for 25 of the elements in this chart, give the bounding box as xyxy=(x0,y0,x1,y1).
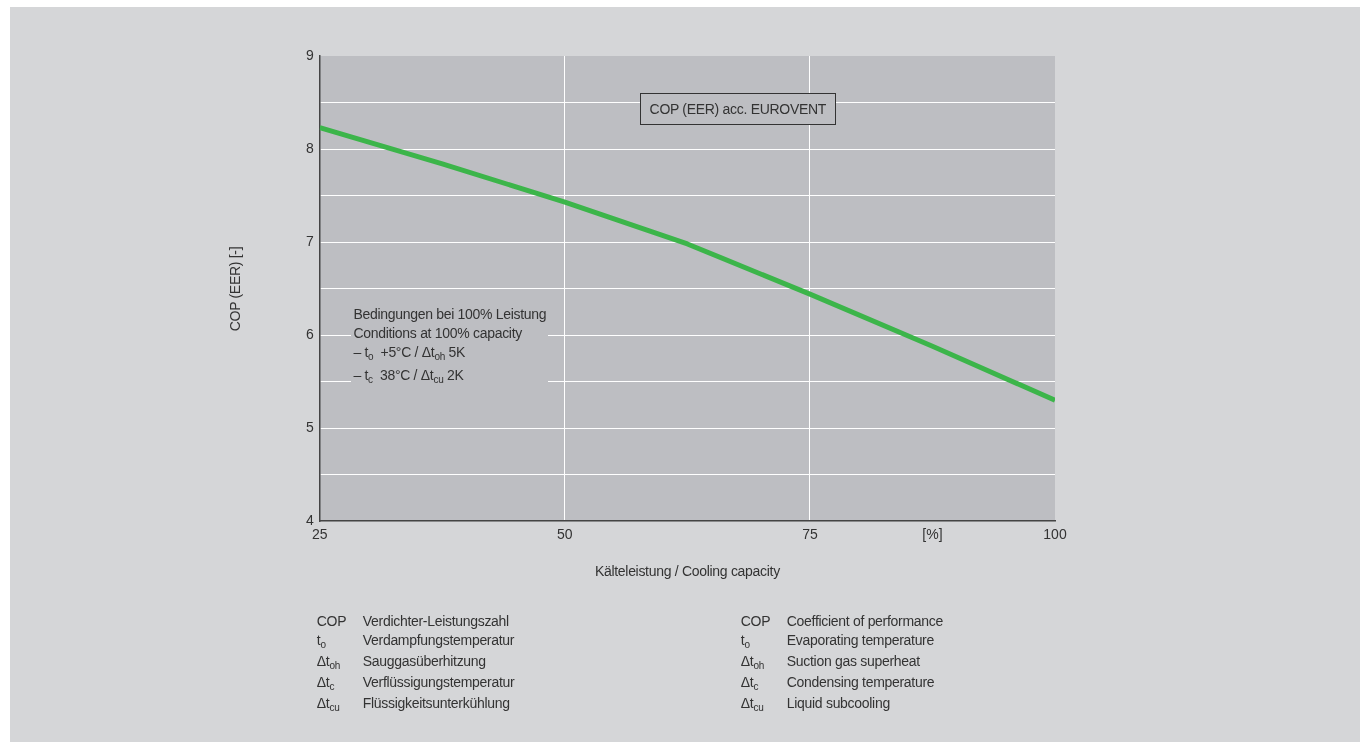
text: Δt$_{cu}$ Flüssigkeitsunterkühlung xyxy=(316,695,510,714)
y-tick-label: 8 xyxy=(305,139,314,156)
x-axis-title: Kälteleistung / Cooling capacity xyxy=(594,563,780,580)
text: COP Verdichter-Leistungszahl xyxy=(316,613,510,630)
annotation: COP (EER) acc. EUROVENT xyxy=(639,93,837,126)
text: Δt$_{cu}$ Liquid subcooling xyxy=(740,695,890,714)
x-tick-label: 25 xyxy=(312,526,328,543)
text: Δt$_{c}$ Verflüssigungstemperatur xyxy=(316,674,515,693)
x-tick-label: [%] xyxy=(922,526,943,543)
y-tick-label: 9 xyxy=(305,46,314,63)
text: COP Coefficient of performance xyxy=(740,613,943,630)
text: Δt$_{oh}$ Sauggasüberhitzung xyxy=(316,653,486,672)
text: t$_{o}$ Evaporating temperature xyxy=(740,632,934,651)
x-tick-label: 75 xyxy=(802,526,818,543)
text: Bedingungen bei 100% Leistung Conditions at 100% capacity – t$_{o}$ +5°C / Δt$_{oh}$ 5K – t$_{c}$ 38°C / Δt$_{cu}$ 2K xyxy=(353,305,547,385)
text: Δt$_{oh}$ Suction gas superheat xyxy=(740,653,920,672)
y-axis-title: COP (EER) [-] xyxy=(227,246,243,331)
text: Δt$_{c}$ Condensing temperature xyxy=(740,674,935,693)
y-tick-label: 5 xyxy=(305,419,314,436)
x-tick-label: 50 xyxy=(557,526,573,543)
text: t$_{o}$ Verdampfungstemperatur xyxy=(316,632,515,651)
y-tick-label: 6 xyxy=(305,325,314,342)
y-tick-label: 4 xyxy=(305,512,314,529)
x-tick-label: 100 xyxy=(1043,526,1067,543)
y-tick-label: 7 xyxy=(305,232,314,249)
